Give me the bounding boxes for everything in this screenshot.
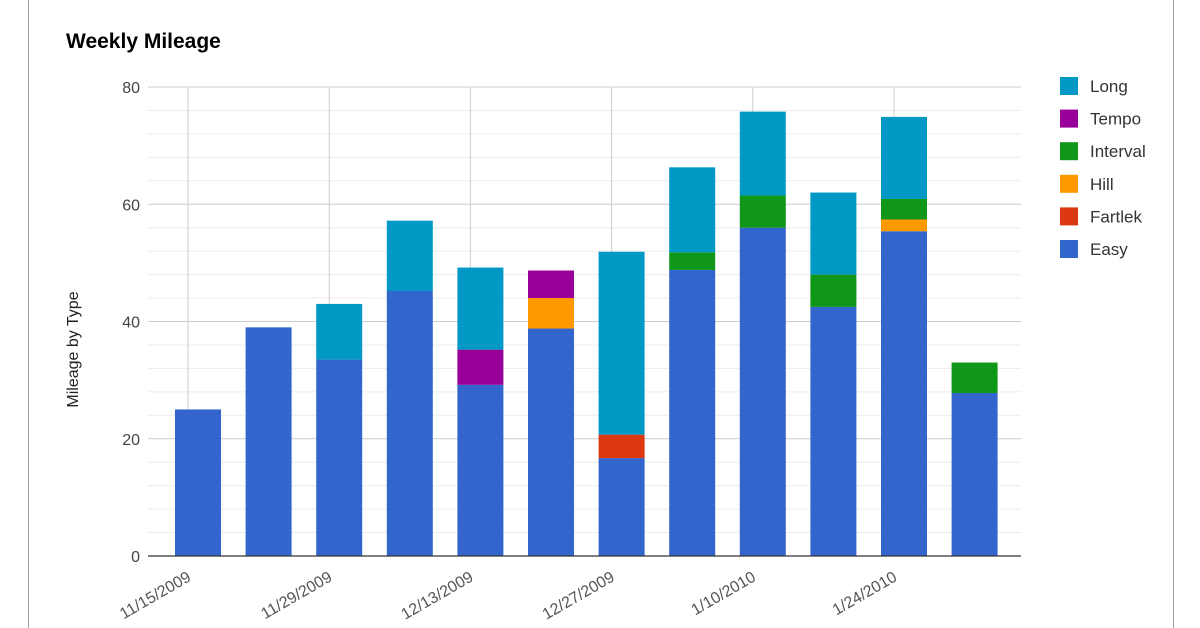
x-tick-label: 11/29/2009 — [258, 569, 335, 623]
legend-swatch-fartlek — [1060, 207, 1078, 226]
legend-label-tempo: Tempo — [1090, 110, 1141, 129]
bar-segment-interval — [669, 252, 716, 270]
bar-segment-easy — [175, 409, 221, 556]
chart-title: Weekly Mileage — [66, 30, 221, 53]
bar-segment-long — [881, 116, 927, 199]
bar-segment-interval — [951, 362, 998, 394]
bar-segment-hill — [881, 219, 927, 232]
legend-swatch-hill — [1060, 174, 1078, 193]
bar-segment-interval — [739, 195, 786, 228]
y-tick-label: 40 — [122, 315, 140, 332]
bar-segment-fartlek — [598, 434, 645, 459]
bar-segment-easy — [528, 328, 574, 556]
bar-segment-tempo — [528, 270, 574, 299]
legend-label-long: Long — [1090, 77, 1128, 96]
legend-swatch-interval — [1060, 142, 1078, 161]
frame-border-right — [1173, 0, 1174, 628]
bar-segment-easy — [739, 227, 786, 556]
y-tick-label: 80 — [122, 80, 140, 97]
y-tick-label: 0 — [131, 549, 140, 566]
legend-label-hill: Hill — [1090, 175, 1114, 194]
bar-segment-long — [739, 111, 786, 196]
bar-segment-easy — [881, 231, 927, 556]
bar-segment-long — [386, 220, 433, 292]
bar-segment-tempo — [457, 349, 504, 385]
x-tick-label: 1/24/2010 — [830, 569, 900, 619]
legend-swatch-easy — [1060, 240, 1078, 258]
bar-segment-easy — [598, 458, 645, 556]
legend-label-easy: Easy — [1090, 240, 1128, 259]
bar-segment-long — [810, 192, 857, 275]
legend-swatch-tempo — [1060, 109, 1078, 128]
bar-segment-hill — [528, 298, 574, 329]
bar-segment-interval — [810, 274, 857, 307]
y-tick-label: 20 — [122, 432, 140, 449]
bar-segment-easy — [951, 393, 998, 556]
legend-swatch-long — [1060, 77, 1078, 95]
bar-segment-easy — [457, 384, 504, 556]
legend-label-fartlek: Fartlek — [1090, 207, 1142, 226]
x-tick-label: 12/27/2009 — [540, 569, 618, 624]
x-tick-label: 11/15/2009 — [117, 569, 194, 623]
bar-segment-easy — [316, 359, 363, 556]
x-tick-label: 12/13/2009 — [399, 569, 477, 624]
bar-segment-easy — [810, 306, 857, 556]
x-tick-label: 1/10/2010 — [689, 569, 759, 619]
bar-segment-easy — [245, 327, 292, 556]
y-axis-label: Mileage by Type — [65, 291, 82, 407]
bar-segment-long — [669, 167, 716, 253]
bar-segment-easy — [386, 291, 433, 556]
frame-border-left — [28, 0, 29, 628]
bar-segment-interval — [881, 198, 927, 220]
bar-segment-long — [598, 251, 645, 435]
bar-segment-long — [457, 267, 504, 350]
bar-segment-easy — [669, 269, 716, 556]
bar-segment-long — [316, 303, 363, 360]
y-tick-label: 60 — [122, 197, 140, 214]
legend-label-interval: Interval — [1090, 142, 1146, 161]
